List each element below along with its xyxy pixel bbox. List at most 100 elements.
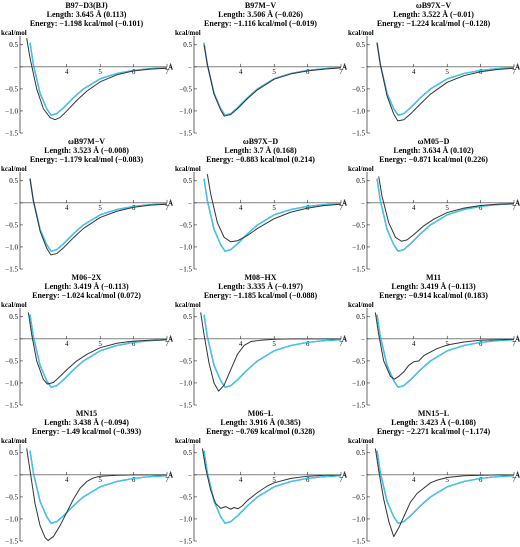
energy-label: Energy: −1.024 kcal/mol (0.072) bbox=[32, 291, 141, 300]
energy-label: Energy: −1.198 kcal/mol (−0.101) bbox=[29, 19, 144, 28]
series-line bbox=[206, 174, 342, 243]
energy-label: Energy: −0.883 kcal/mol (0.214) bbox=[206, 155, 315, 164]
x-tick-label: 7 bbox=[512, 340, 516, 348]
y-tick-label: − bbox=[14, 199, 18, 207]
y-tick-label: −0.5 bbox=[5, 493, 18, 501]
y-tick-label: −1.0 bbox=[352, 243, 365, 251]
y-tick-label: −1.0 bbox=[179, 379, 192, 387]
y-tick-label: −1.5 bbox=[5, 129, 18, 137]
series-line bbox=[376, 42, 515, 116]
y-tick-label: −0.5 bbox=[352, 357, 365, 365]
x-tick-label: 4 bbox=[65, 476, 69, 484]
x-tick-label: 4 bbox=[239, 204, 243, 212]
series-line bbox=[203, 314, 342, 388]
y-tick-label: −1.5 bbox=[179, 129, 192, 137]
x-tick-label: 6 bbox=[306, 476, 310, 484]
chart-panel: M06−L Length: 3.916 Å (0.385) Energy: −0.7… bbox=[174, 408, 347, 545]
y-tick-label: −0.5 bbox=[179, 221, 192, 229]
chart-panel: MN15−L Length: 3.423 Å (−0.108) Energy: −2… bbox=[347, 408, 520, 545]
y-tick-label: −0.5 bbox=[5, 221, 18, 229]
series-line bbox=[26, 38, 168, 121]
x-tick-label: 4 bbox=[239, 476, 243, 484]
y-tick-label: − bbox=[188, 199, 192, 207]
y-tick-label: −0.5 bbox=[179, 493, 192, 501]
y-tick-label: −0.5 bbox=[179, 85, 192, 93]
y-tick-label: − bbox=[361, 471, 365, 479]
y-tick-label: 0.5 bbox=[183, 177, 192, 185]
y-tick-label: −1.0 bbox=[5, 515, 18, 523]
y-tick-label: −1.0 bbox=[5, 107, 18, 115]
series-line bbox=[374, 448, 514, 538]
y-tick-label: − bbox=[14, 63, 18, 71]
x-axis-label: Å bbox=[168, 63, 173, 71]
y-tick-label: −1.5 bbox=[179, 537, 192, 545]
y-tick-label: − bbox=[361, 63, 365, 71]
series-line bbox=[376, 178, 515, 252]
x-tick-label: 7 bbox=[339, 68, 343, 76]
x-tick-label: 5 bbox=[98, 476, 102, 484]
y-tick-label: −1.5 bbox=[352, 129, 365, 137]
energy-label: Energy: −1.224 kcal/mol (−0.128) bbox=[376, 19, 491, 28]
x-axis-label: Å bbox=[342, 471, 347, 479]
chart-panel: MN15 Length: 3.438 Å (−0.094) Energy: −1.4… bbox=[0, 408, 173, 545]
y-tick-label: 0.5 bbox=[9, 177, 18, 185]
length-label: Length: 3.506 Å (−0.026) bbox=[218, 10, 303, 19]
series-line bbox=[29, 450, 168, 524]
energy-label: Energy: −0.871 kcal/mol (0.226) bbox=[379, 155, 488, 164]
y-axis-label: kcal/mol bbox=[1, 437, 27, 445]
series-line bbox=[29, 178, 168, 256]
series-line bbox=[376, 450, 515, 524]
chart-panel: ωB97M−V Length: 3.523 Å (−0.008) Energy: −… bbox=[0, 136, 173, 273]
y-tick-label: − bbox=[14, 471, 18, 479]
chart-title: MN15−L bbox=[417, 409, 450, 418]
series-line bbox=[203, 42, 342, 116]
x-tick-label: 4 bbox=[239, 340, 243, 348]
y-tick-label: −1.5 bbox=[5, 265, 18, 273]
chart-panel: M11 Length: 3.419 Å (−0.113) Energy: −0.91… bbox=[347, 272, 520, 409]
energy-label: Energy: −2.271 kcal/mol (−1.174) bbox=[376, 427, 491, 436]
y-tick-label: 0.5 bbox=[183, 313, 192, 321]
chart-title: M06−2X bbox=[71, 273, 102, 282]
chart-title: M06−L bbox=[247, 409, 274, 418]
y-axis-label: kcal/mol bbox=[1, 165, 27, 173]
x-tick-label: 7 bbox=[165, 68, 169, 76]
y-tick-label: − bbox=[188, 335, 192, 343]
length-label: Length: 3.916 Å (0.385) bbox=[220, 418, 301, 427]
series-line bbox=[27, 312, 168, 385]
series-line bbox=[29, 314, 168, 388]
y-tick-label: 0.5 bbox=[356, 177, 365, 185]
x-tick-label: 6 bbox=[132, 476, 136, 484]
series-line bbox=[29, 42, 168, 116]
y-tick-label: −1.0 bbox=[5, 243, 18, 251]
energy-label: Energy: −1.116 kcal/mol (−0.019) bbox=[204, 19, 317, 28]
length-label: Length: 3.423 Å (−0.108) bbox=[391, 418, 476, 427]
y-tick-label: −0.5 bbox=[352, 85, 365, 93]
y-tick-label: −0.5 bbox=[352, 493, 365, 501]
x-tick-label: 7 bbox=[165, 340, 169, 348]
x-tick-label: 6 bbox=[132, 340, 136, 348]
x-tick-label: 7 bbox=[512, 68, 516, 76]
series-line bbox=[203, 178, 342, 252]
series-line bbox=[29, 178, 168, 252]
x-tick-label: 4 bbox=[412, 476, 416, 484]
y-tick-label: 0.5 bbox=[183, 449, 192, 457]
y-axis-label: kcal/mol bbox=[1, 29, 27, 37]
chart-title: B97−D3(BJ) bbox=[65, 1, 108, 10]
y-tick-label: − bbox=[188, 471, 192, 479]
chart-panel: ωB97X−D Length: 3.7 Å (0.168) Energy: −0.8… bbox=[174, 136, 347, 273]
y-tick-label: −1.5 bbox=[5, 401, 18, 409]
series-line bbox=[203, 44, 342, 117]
series-line bbox=[378, 176, 515, 242]
x-tick-label: 5 bbox=[272, 204, 276, 212]
x-tick-label: 6 bbox=[132, 204, 136, 212]
x-tick-label: 5 bbox=[445, 68, 449, 76]
series-line bbox=[203, 450, 342, 524]
y-tick-label: −1.5 bbox=[352, 265, 365, 273]
y-tick-label: −0.5 bbox=[5, 357, 18, 365]
